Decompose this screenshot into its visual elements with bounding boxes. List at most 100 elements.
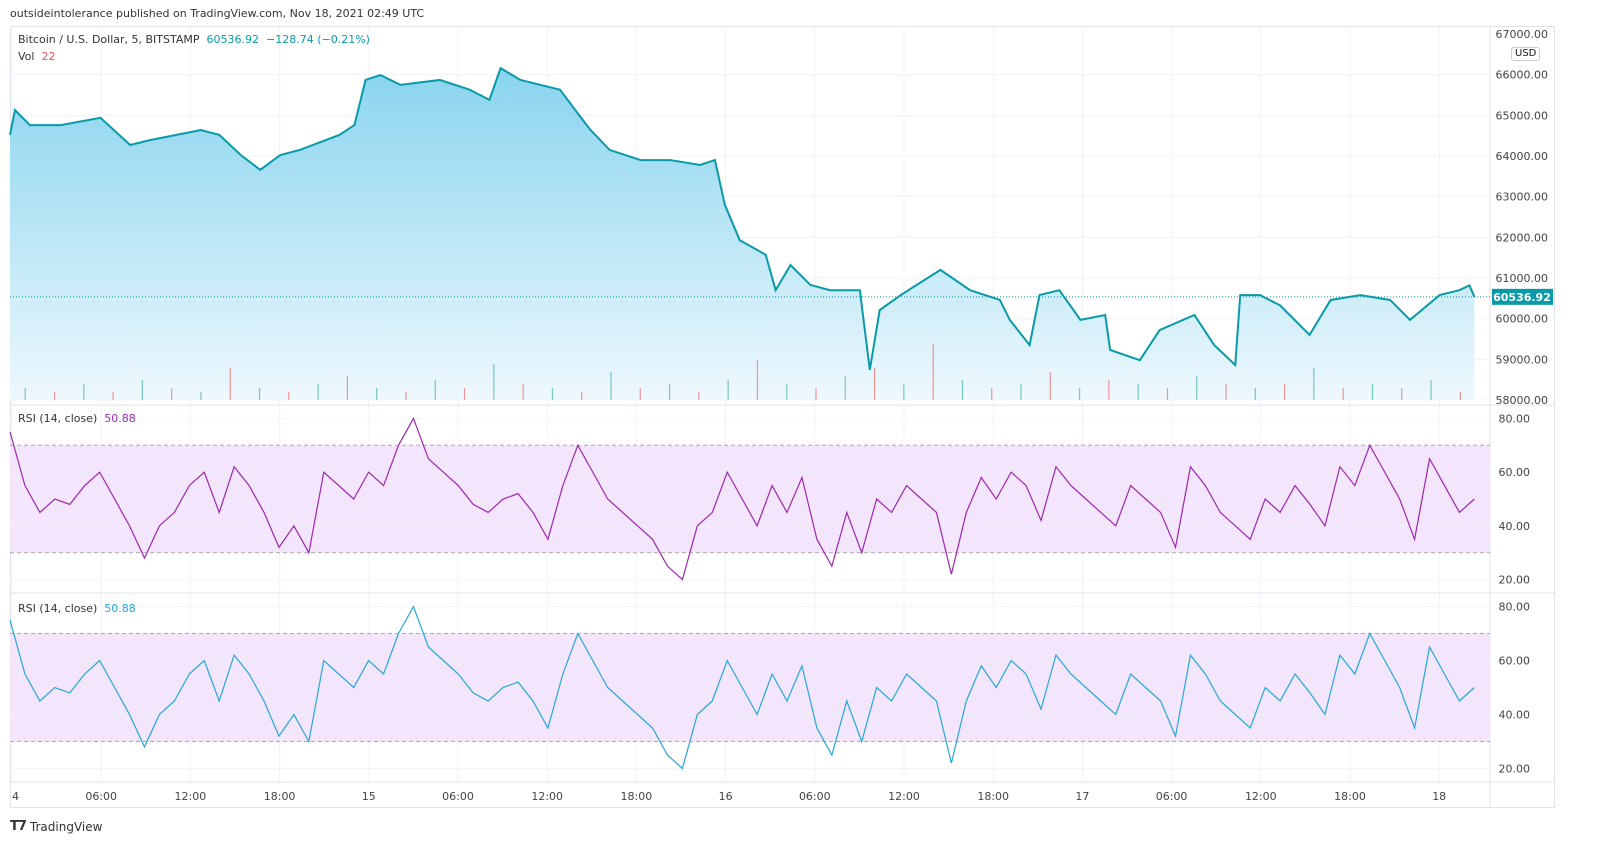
time-tick-label: 16 bbox=[719, 790, 733, 803]
tradingview-logo[interactable]: T7 TradingView bbox=[10, 819, 102, 834]
volume-bar bbox=[698, 392, 700, 400]
volume-bar bbox=[1049, 372, 1051, 400]
price-tick-label: 61000.00 bbox=[1496, 272, 1549, 285]
volume-bar bbox=[1371, 384, 1374, 400]
time-tick-label: 18:00 bbox=[264, 790, 296, 803]
rsi1-tick-label: 40.00 bbox=[1499, 520, 1531, 533]
volume-legend[interactable]: Vol 22 bbox=[18, 50, 55, 63]
volume-bar bbox=[376, 388, 378, 400]
time-tick-label: 18:00 bbox=[1334, 790, 1366, 803]
volume-value: 22 bbox=[41, 50, 56, 63]
rsi2-value: 50.88 bbox=[104, 602, 136, 615]
volume-bar bbox=[463, 388, 466, 400]
volume-bar bbox=[288, 392, 290, 400]
price-tick-label: 60000.00 bbox=[1496, 313, 1549, 326]
time-tick-label: 18:00 bbox=[977, 790, 1009, 803]
time-tick-label: 18:00 bbox=[621, 790, 653, 803]
volume-bar bbox=[434, 380, 436, 400]
rsi1-legend[interactable]: RSI (14, close) 50.88 bbox=[18, 412, 136, 425]
published-caption: outsideintolerance published on TradingV… bbox=[10, 7, 425, 20]
volume-bar bbox=[1137, 384, 1139, 400]
volume-bar bbox=[610, 372, 612, 400]
volume-bar bbox=[932, 344, 934, 400]
volume-bar bbox=[258, 388, 261, 400]
rsi2-tick-label: 40.00 bbox=[1499, 709, 1531, 722]
time-tick-label: 06:00 bbox=[85, 790, 117, 803]
price-tick-label: 63000.00 bbox=[1496, 191, 1549, 204]
volume-bar bbox=[493, 364, 495, 400]
time-tick-label: 06:00 bbox=[442, 790, 474, 803]
time-tick-label: 4 bbox=[12, 790, 19, 803]
volume-bar bbox=[1166, 388, 1169, 400]
price-change: −128.74 (−0.21%) bbox=[266, 33, 370, 46]
last-price-tag-label: 60536.92 bbox=[1493, 291, 1551, 304]
time-tick-label: 06:00 bbox=[1156, 790, 1188, 803]
volume-bar bbox=[1254, 388, 1256, 400]
volume-bar bbox=[229, 368, 231, 400]
last-price: 60536.92 bbox=[206, 33, 260, 46]
volume-bar bbox=[844, 376, 846, 400]
price-tick-label: 62000.00 bbox=[1496, 231, 1549, 244]
volume-bar bbox=[83, 384, 85, 400]
rsi1-value: 50.88 bbox=[104, 412, 136, 425]
rsi2-legend[interactable]: RSI (14, close) 50.88 bbox=[18, 602, 136, 615]
volume-bar bbox=[346, 376, 349, 400]
time-tick-label: 12:00 bbox=[1245, 790, 1277, 803]
rsi1-line bbox=[9, 416, 1475, 581]
volume-bar bbox=[112, 392, 114, 400]
volume-bar bbox=[786, 384, 788, 400]
volume-bar bbox=[991, 388, 993, 400]
price-tick-label: 64000.00 bbox=[1496, 150, 1549, 163]
symbol-legend[interactable]: Bitcoin / U.S. Dollar, 5, BITSTAMP 60536… bbox=[18, 33, 370, 46]
volume-bar bbox=[756, 360, 759, 400]
volume-bar bbox=[727, 380, 729, 400]
volume-bar bbox=[551, 388, 554, 400]
volume-bar bbox=[873, 368, 876, 400]
currency-button[interactable]: USD bbox=[1511, 47, 1541, 61]
tv-logo-icon: T7 bbox=[10, 819, 27, 834]
volume-bar bbox=[1342, 388, 1344, 400]
volume-bar bbox=[961, 380, 964, 400]
volume-bar bbox=[1108, 380, 1110, 400]
time-tick-label: 12:00 bbox=[531, 790, 563, 803]
volume-bar bbox=[639, 388, 641, 400]
rsi1-label: RSI (14, close) bbox=[18, 412, 98, 425]
volume-bar bbox=[24, 388, 26, 400]
volume-bar bbox=[1225, 384, 1227, 400]
price-tick-label: 59000.00 bbox=[1496, 353, 1549, 366]
volume-bar bbox=[1313, 368, 1315, 400]
time-tick-label: 12:00 bbox=[175, 790, 207, 803]
volume-bar bbox=[1459, 392, 1461, 400]
time-tick-label: 17 bbox=[1075, 790, 1089, 803]
volume-bar bbox=[522, 384, 524, 400]
volume-bar bbox=[668, 384, 671, 400]
brand-name: TradingView bbox=[29, 819, 103, 834]
volume-bar bbox=[200, 392, 202, 400]
price-tick-label: 65000.00 bbox=[1496, 109, 1549, 122]
price-tick-label: 58000.00 bbox=[1496, 394, 1549, 407]
time-tick-label: 18 bbox=[1432, 790, 1446, 803]
volume-label: Vol bbox=[18, 50, 35, 63]
price-tick-label: 67000.00 bbox=[1496, 28, 1549, 41]
rsi2-tick-label: 80.00 bbox=[1499, 601, 1531, 614]
volume-bar bbox=[1078, 388, 1081, 400]
price-tick-label: 66000.00 bbox=[1496, 69, 1549, 82]
price-line bbox=[9, 66, 1476, 371]
volume-bar bbox=[815, 388, 817, 400]
chart-frame[interactable] bbox=[10, 26, 1555, 808]
volume-bar bbox=[317, 384, 319, 400]
time-tick-label: 06:00 bbox=[799, 790, 831, 803]
rsi2-line bbox=[9, 605, 1475, 770]
rsi1-band bbox=[10, 445, 1490, 553]
rsi1-tick-label: 20.00 bbox=[1499, 574, 1531, 587]
rsi1-tick-label: 80.00 bbox=[1499, 412, 1531, 425]
volume-bar bbox=[1196, 376, 1198, 400]
volume-bar bbox=[53, 392, 56, 400]
time-tick-label: 15 bbox=[362, 790, 376, 803]
volume-bar bbox=[903, 384, 905, 400]
time-tick-label: 12:00 bbox=[888, 790, 920, 803]
volume-bar bbox=[1430, 380, 1432, 400]
volume-bar bbox=[1020, 384, 1022, 400]
last-price-tag bbox=[1492, 288, 1553, 305]
